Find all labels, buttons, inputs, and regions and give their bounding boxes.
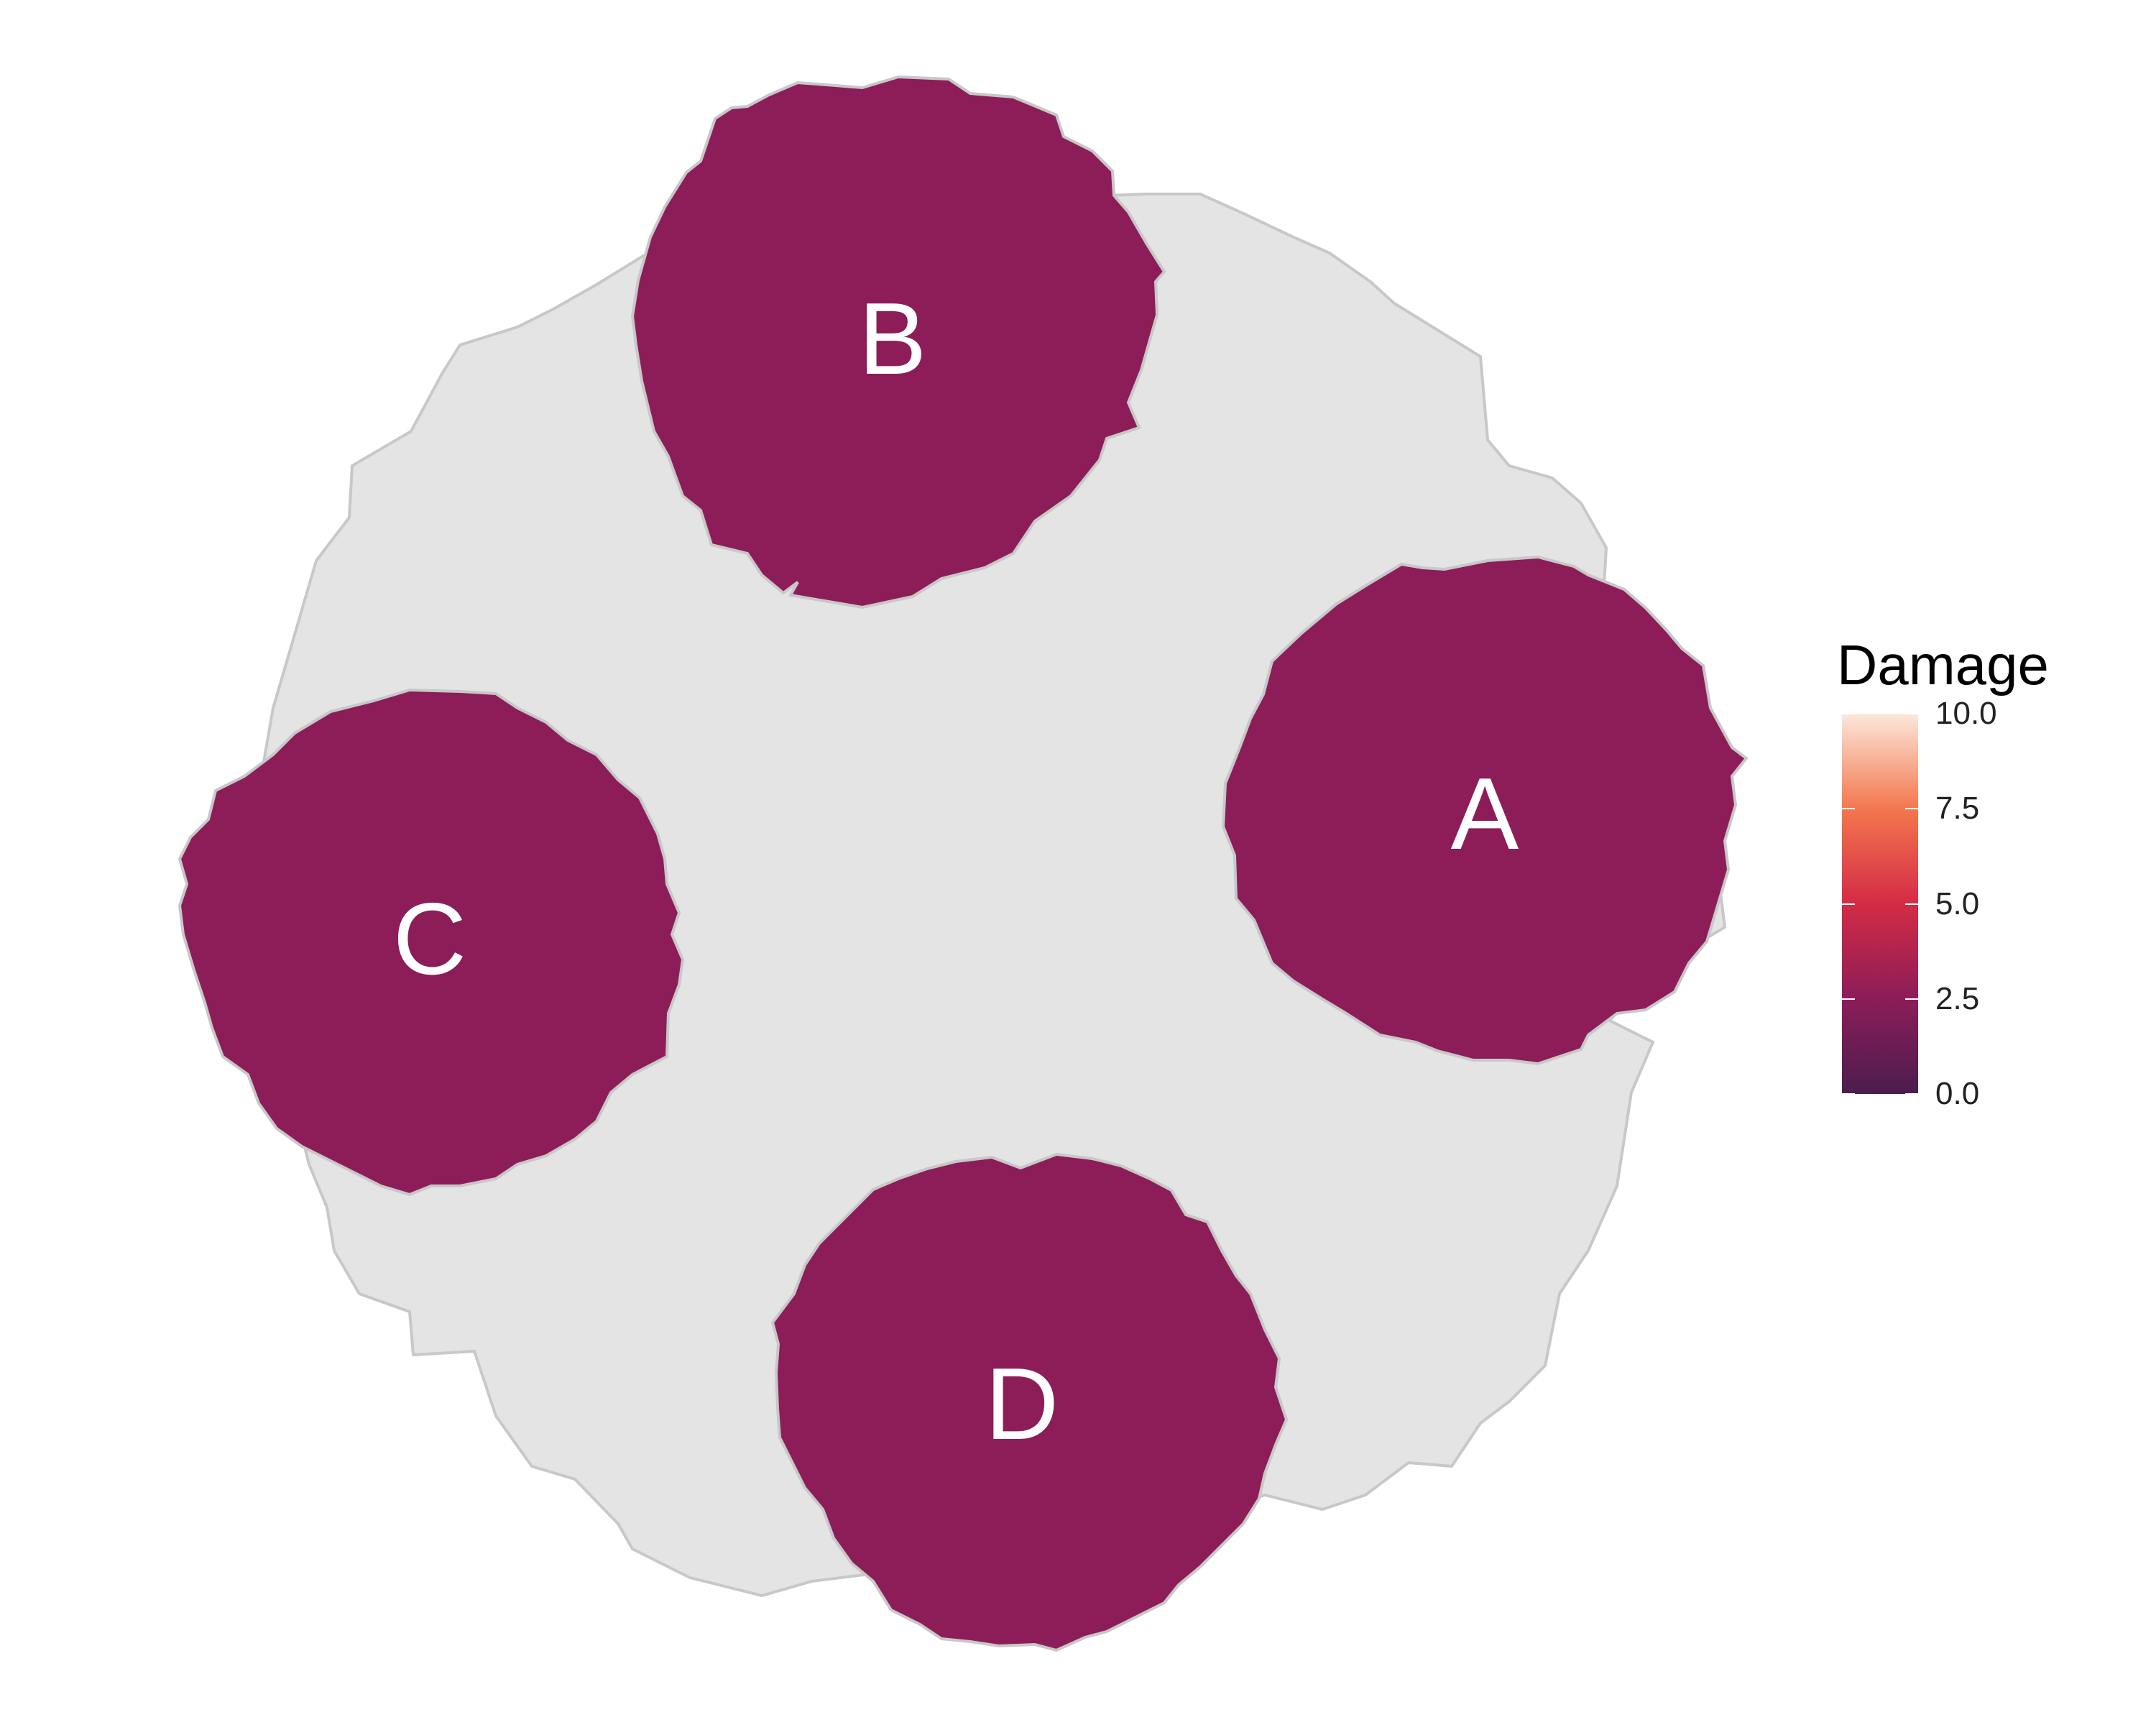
legend-tick-label: 10.0 [1935, 698, 1997, 730]
region-label-c: C [393, 882, 467, 996]
legend-tick-mark [1842, 998, 1855, 1000]
legend-tick-label: 0.0 [1935, 1078, 1979, 1110]
legend-title: Damage [1837, 637, 2049, 693]
region-label-a: A [1451, 757, 1519, 871]
legend-tick-mark [1905, 713, 1918, 714]
legend-tick-mark [1905, 998, 1918, 1000]
legend-tick-mark [1842, 903, 1855, 905]
legend-tick-mark [1842, 713, 1855, 714]
legend-tick-mark [1905, 1093, 1918, 1095]
legend-tick-mark [1842, 1093, 1855, 1095]
region-label-b: B [859, 282, 927, 396]
legend-tick-mark [1842, 808, 1855, 809]
region-label-d: D [985, 1347, 1059, 1461]
legend-tick-label: 7.5 [1935, 793, 1979, 824]
legend-tick-label: 2.5 [1935, 983, 1979, 1015]
legend-tick-mark [1905, 903, 1918, 905]
legend-tick-label: 5.0 [1935, 888, 1979, 920]
legend-tick-mark [1905, 808, 1918, 809]
